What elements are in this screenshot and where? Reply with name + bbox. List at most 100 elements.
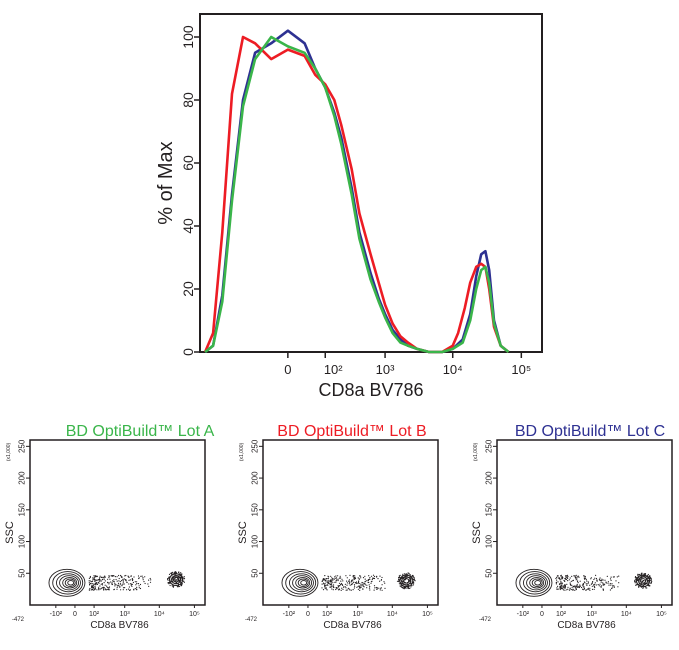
event-dot	[556, 587, 558, 589]
y-tick-label: 150	[18, 503, 27, 517]
y-tick-label: 100	[251, 534, 260, 548]
event-dot	[611, 587, 613, 589]
event-dot	[581, 584, 584, 586]
event-dot	[362, 577, 365, 579]
event-dot	[576, 576, 578, 578]
event-dot	[334, 576, 336, 578]
event-dot	[134, 581, 136, 583]
event-dot	[183, 580, 185, 582]
event-dot	[373, 589, 375, 591]
event-dot	[127, 576, 130, 578]
x-axis-title: CD8a BV786	[318, 380, 423, 400]
event-dot	[171, 572, 173, 574]
event-dot	[98, 586, 100, 588]
contour-line	[62, 577, 78, 589]
event-dot	[89, 576, 91, 579]
event-dot	[582, 584, 585, 586]
x-tick-label: -472	[245, 617, 258, 623]
event-dot	[94, 588, 96, 591]
event-dot	[325, 581, 327, 583]
event-dot	[579, 580, 581, 582]
event-dot	[566, 589, 568, 591]
event-dot	[324, 578, 326, 580]
event-dot	[335, 577, 337, 580]
event-dot	[358, 582, 360, 585]
event-dot	[372, 574, 375, 576]
event-dot	[92, 578, 94, 580]
event-dot	[408, 572, 410, 574]
event-dot	[141, 575, 143, 577]
event-dot	[108, 589, 110, 591]
event-dot	[117, 585, 119, 587]
event-dot	[131, 585, 133, 588]
event-dot	[113, 575, 115, 577]
event-dot	[353, 577, 355, 579]
contour-line	[281, 568, 319, 597]
event-dot	[406, 587, 408, 589]
event-dot	[88, 577, 90, 580]
event-dot	[346, 577, 348, 579]
event-dot	[322, 589, 325, 591]
event-dot	[342, 586, 345, 588]
event-dot	[381, 576, 383, 579]
event-dot	[586, 580, 588, 582]
x-tick-label: 10³	[353, 611, 364, 618]
event-dot	[94, 585, 96, 588]
event-dot	[566, 574, 569, 577]
event-dot	[327, 581, 329, 584]
event-dot	[110, 581, 112, 583]
event-dot	[342, 584, 344, 587]
event-dot	[562, 589, 565, 591]
event-dot	[354, 578, 356, 580]
event-dot	[646, 587, 648, 589]
event-dot	[336, 587, 338, 589]
event-dot	[562, 588, 564, 590]
event-dot	[571, 586, 573, 588]
event-dot	[103, 586, 105, 589]
event-dot	[599, 579, 601, 581]
event-dot	[108, 575, 110, 578]
event-dot	[113, 589, 115, 591]
event-dot	[398, 578, 400, 580]
event-dot	[578, 576, 580, 578]
event-dot	[357, 588, 359, 590]
event-dot	[412, 576, 414, 578]
event-dot	[612, 584, 614, 587]
x-tick-label: 10⁵	[189, 611, 200, 618]
event-dot	[116, 586, 118, 589]
event-dot	[368, 587, 371, 589]
event-dot	[88, 582, 90, 584]
event-dot	[577, 585, 579, 587]
event-dot	[322, 579, 324, 581]
event-dot	[381, 589, 383, 591]
event-dot	[607, 581, 610, 583]
event-dot	[593, 588, 595, 590]
event-dot	[370, 575, 373, 577]
event-dot	[149, 577, 151, 580]
event-dot	[128, 579, 130, 582]
event-dot	[561, 578, 563, 580]
y-tick-label: 250	[485, 439, 494, 453]
event-dot	[354, 575, 356, 577]
event-dot	[412, 574, 414, 577]
contour-line	[295, 577, 311, 589]
event-dot	[333, 586, 335, 589]
event-dot	[369, 578, 371, 580]
event-dot	[638, 573, 640, 576]
event-dot	[398, 576, 401, 578]
y-tick-label: 60	[180, 155, 196, 171]
event-dot	[574, 576, 577, 579]
event-dot	[567, 586, 569, 588]
event-dot	[577, 582, 579, 584]
event-dot	[127, 575, 129, 577]
x-tick-label: 0	[540, 611, 544, 618]
event-dot	[591, 582, 593, 585]
event-dot	[135, 584, 137, 586]
event-dot	[93, 583, 95, 585]
event-dot	[183, 577, 185, 579]
event-dot	[371, 580, 373, 583]
event-dot	[355, 581, 358, 583]
event-dot	[613, 585, 615, 587]
event-dot	[321, 587, 323, 589]
x-tick-label: 10³	[587, 611, 598, 618]
